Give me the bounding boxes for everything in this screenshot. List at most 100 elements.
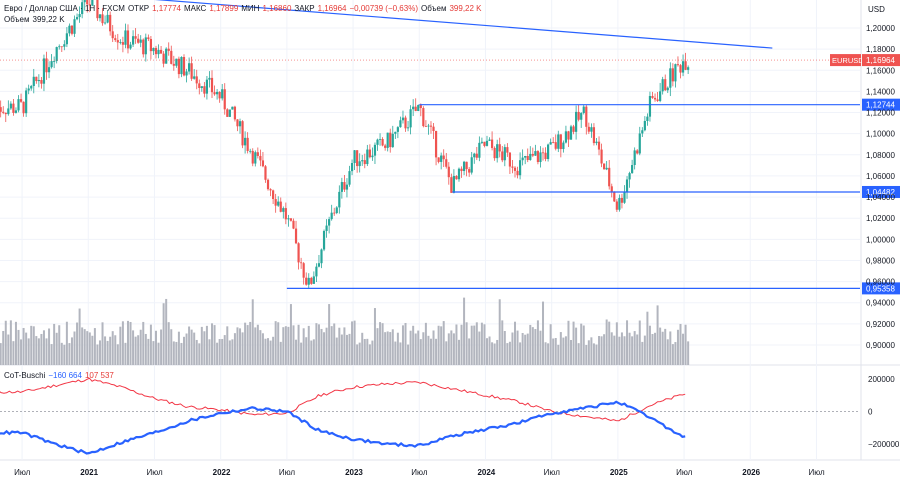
volume-bar [139,329,142,365]
volume-bar [267,338,270,365]
candle [508,152,512,167]
volume-bar [361,332,364,365]
volume-bar [407,344,410,365]
volume-bar [208,339,211,365]
candle [144,37,147,55]
candle [493,147,496,159]
volume-bar [429,338,432,365]
volume-bar [292,325,295,365]
volume-bar [366,338,369,365]
volume-bar [491,342,494,365]
close-label: ЗАКР [294,4,315,13]
volume-bar [401,325,404,365]
symbol-badge [830,54,861,67]
candle [440,155,443,162]
candle [111,31,114,39]
candle [45,58,48,73]
volume-bar [249,321,252,365]
volume-bar [185,333,188,365]
candle [470,157,473,173]
candle [394,131,397,134]
volume-bar [98,340,101,365]
volume-bar [86,331,89,365]
candle [4,112,7,115]
price-tick-label: 0,94000 [866,299,895,308]
symbol-title[interactable]: Евро / Доллар США · 1Н · FXCM [4,4,125,13]
candle [175,58,178,66]
candle [582,106,585,114]
close-value: 1,16964 [317,4,347,13]
candle [284,208,287,220]
volume-bar [575,327,578,365]
candle [223,89,226,110]
cot-tick-label: 200000 [868,375,895,384]
candle [409,109,412,128]
candle [618,197,621,210]
volume-bar [193,332,196,365]
volume-bar [414,333,417,365]
volume-bar [91,335,94,365]
candle [193,76,196,79]
candle [478,142,481,158]
volume-bar [300,342,303,365]
candle [282,208,285,212]
candle [208,77,211,80]
candle [569,126,573,140]
candle [585,106,588,127]
cot-name[interactable]: CoT-Buschi [4,371,46,380]
candle [70,25,74,34]
candle [638,133,641,154]
candle [137,38,140,43]
volume-bar [65,321,68,365]
volume-bar [600,336,603,365]
volume-bar [651,333,654,365]
price-tick-label: 0,92000 [866,320,895,329]
last-price-badge [862,54,900,67]
volume-bar [368,344,371,365]
level-badge [862,98,900,111]
volume-bar [335,337,338,365]
candle [149,38,153,52]
volume-bar [424,322,427,365]
volume-bar [442,321,445,365]
candle [442,155,445,160]
candle [564,131,568,143]
volume-bar [63,344,66,365]
volume-bar [239,328,242,365]
volume-bar [60,342,63,365]
volume-bar [353,320,356,365]
candle [651,96,654,98]
volume-bar [223,335,226,365]
volume-bar [246,325,249,365]
volume-bar [664,328,667,365]
candle [25,90,28,114]
volume-row-label[interactable]: Объем [4,15,30,24]
volume-bar [218,339,221,365]
volume-bar [356,344,359,365]
candle [287,218,290,220]
candle [363,160,366,165]
volume-bar [682,333,685,365]
volume-bar [514,321,517,365]
volume-bar [684,324,687,365]
time-tick-label: 2023 [345,468,363,477]
candle [544,152,547,160]
volume-bar [111,331,114,365]
candle [518,160,522,176]
volume-bar [14,321,17,365]
candle [216,91,219,95]
candle [272,190,275,200]
candle [536,151,540,163]
time-tick-label: 2021 [80,468,98,477]
candle [300,262,303,264]
level-badge [862,185,900,198]
candle [264,166,267,180]
volume-bar [391,329,394,365]
candle [177,58,181,75]
candle [269,189,272,191]
candle [157,49,160,55]
price-tick-label: 1,18000 [866,45,895,54]
volume-bar [119,326,122,365]
